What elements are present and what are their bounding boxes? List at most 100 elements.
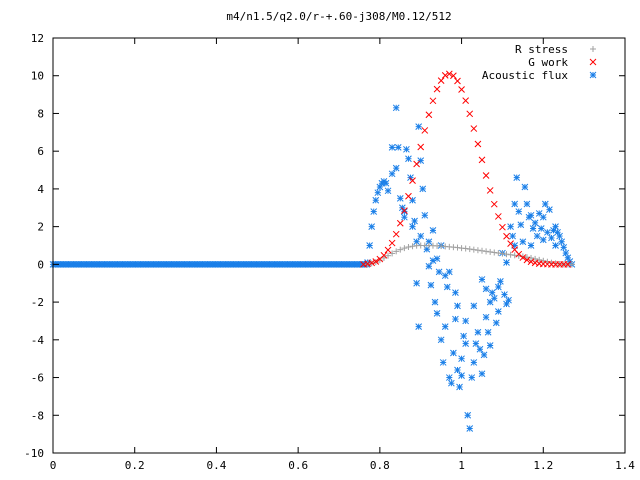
data-point: [486, 298, 494, 306]
data-point: [536, 256, 543, 263]
data-point: [374, 189, 382, 197]
data-point: [523, 254, 530, 261]
data-point: [484, 328, 492, 336]
data-point: [491, 249, 498, 256]
data-point: [450, 349, 457, 357]
legend-label: G work: [528, 56, 568, 69]
data-point: [529, 225, 537, 232]
data-point: [441, 323, 449, 330]
data-point: [456, 383, 463, 391]
data-point: [523, 256, 531, 264]
data-point: [407, 174, 414, 181]
series-g-work: [360, 70, 572, 268]
data-point: [486, 342, 494, 349]
data-point: [462, 317, 470, 325]
data-point: [476, 345, 484, 353]
data-point: [552, 223, 559, 230]
data-point: [503, 251, 510, 258]
data-point: [443, 283, 451, 291]
data-point: [413, 279, 420, 287]
data-point: [409, 177, 416, 184]
data-point: [466, 246, 473, 253]
data-point: [454, 244, 461, 251]
data-point: [539, 236, 547, 244]
data-point: [372, 258, 380, 265]
x-tick-label: 1.2: [533, 459, 553, 472]
data-point: [470, 246, 477, 253]
data-point: [474, 328, 482, 336]
data-point: [368, 259, 376, 267]
data-point: [454, 302, 461, 310]
data-point: [388, 239, 396, 247]
data-point: [507, 251, 514, 258]
data-point: [478, 370, 486, 378]
data-point: [462, 340, 470, 347]
legend-marker: [589, 71, 597, 79]
data-point: [479, 247, 485, 254]
data-point: [425, 111, 433, 119]
data-point: [478, 276, 486, 283]
data-point: [364, 260, 371, 268]
data-point: [452, 315, 459, 323]
data-point: [464, 411, 472, 419]
data-point: [415, 123, 423, 131]
data-point: [401, 213, 408, 221]
legend-label: R stress: [515, 43, 568, 56]
data-point: [370, 208, 378, 215]
data-point: [401, 245, 408, 252]
data-point: [521, 183, 529, 191]
y-tick-label: -2: [31, 296, 44, 309]
data-point: [450, 72, 457, 80]
data-point: [431, 298, 439, 306]
data-point: [487, 248, 494, 255]
data-point: [441, 71, 449, 79]
data-point: [501, 291, 508, 298]
data-point: [546, 206, 553, 214]
data-point: [548, 234, 555, 242]
data-point: [401, 207, 408, 214]
data-point: [417, 157, 425, 164]
data-point: [394, 144, 402, 151]
data-point: [468, 374, 476, 381]
data-point: [437, 77, 445, 84]
data-point: [470, 125, 478, 132]
series-acoustic-flux: [49, 104, 576, 432]
x-tick-label: 1.4: [615, 459, 635, 472]
data-point: [392, 104, 400, 112]
data-point: [429, 97, 437, 105]
y-tick-label: 6: [37, 145, 44, 158]
data-point: [368, 223, 376, 230]
x-tick-label: 0.2: [125, 459, 145, 472]
data-point: [507, 223, 514, 230]
data-point: [437, 336, 445, 344]
data-point: [389, 250, 396, 257]
data-point: [503, 232, 510, 240]
data-point: [480, 351, 488, 359]
data-point: [488, 289, 496, 297]
data-point: [411, 217, 418, 225]
data-point: [409, 223, 416, 230]
data-point: [568, 261, 575, 268]
data-point: [497, 277, 504, 285]
data-point: [415, 323, 423, 330]
data-point: [494, 283, 502, 291]
x-tick-label: 0.6: [288, 459, 308, 472]
data-point: [494, 308, 502, 315]
x-tick-label: 0.4: [206, 459, 226, 472]
data-point: [507, 240, 514, 247]
y-tick-label: -4: [31, 334, 45, 347]
data-point: [523, 200, 531, 208]
data-point: [539, 213, 547, 221]
data-point: [552, 260, 559, 267]
data-point: [552, 242, 559, 249]
data-point: [472, 340, 480, 347]
data-point: [427, 281, 435, 289]
data-point: [433, 255, 441, 263]
data-point: [511, 200, 519, 208]
data-point: [388, 144, 396, 151]
data-point: [439, 359, 447, 366]
data-point: [445, 70, 453, 78]
data-point: [433, 310, 441, 317]
